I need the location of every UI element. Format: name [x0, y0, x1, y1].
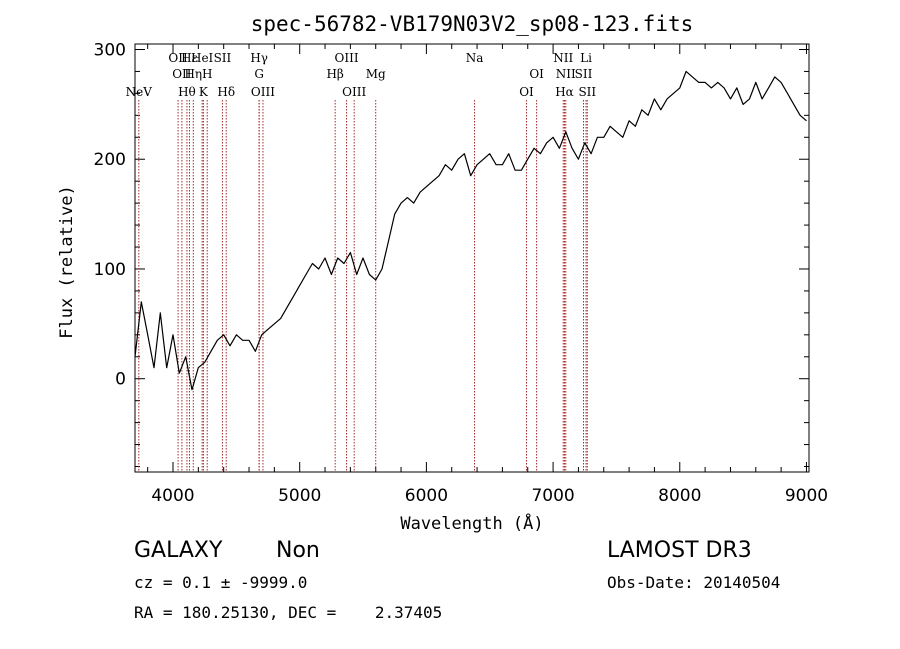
y-tick-label: 100 — [94, 260, 126, 280]
x-tick-label: 7000 — [531, 486, 574, 506]
spectral-line-label: K — [199, 85, 209, 99]
x-tick-label: 5000 — [278, 486, 321, 506]
spectral-line-label: NII — [556, 67, 576, 81]
spectral-line-label: H — [202, 67, 212, 81]
y-axis-ticks: 0 100 200 300 — [94, 40, 809, 468]
x-axis-label: Wavelength (Å) — [400, 512, 543, 534]
chart-title: spec-56782-VB179N03V2_sp08-123.fits — [251, 12, 694, 36]
spectral-line-label: OI — [529, 67, 544, 81]
plot-border — [134, 43, 810, 473]
plot-frame — [134, 43, 810, 473]
y-axis-label: Flux (relative) — [57, 185, 77, 339]
spectral-line-label: OII — [168, 51, 188, 65]
spectral-line-label: Mg — [366, 67, 386, 81]
spectral-line-label: SII — [214, 51, 232, 65]
spectrum-line — [134, 70, 807, 391]
spectral-line-label: Hε — [181, 51, 198, 65]
y-tick-label: 200 — [94, 150, 126, 170]
spectral-line-label: Hγ — [250, 51, 268, 65]
object-class: GALAXY — [134, 538, 223, 563]
spectral-line-label: OIII — [335, 51, 359, 65]
spectral-line-markers: NeVOIIOIIHθHεHηHeIKHSIIHδHγGOIIIOIIIHβOI… — [126, 51, 596, 472]
spectral-line-label: Hδ — [217, 85, 235, 99]
spectral-line-label: Na — [466, 51, 484, 65]
obs-date-text: Obs-Date: 20140504 — [607, 573, 781, 592]
spectral-line-label: NII — [553, 51, 573, 65]
coordinates-text: RA = 180.25130, DEC = 2.37405 — [134, 603, 443, 622]
spectral-line-label: Li — [580, 51, 592, 65]
spectral-line-label: Hθ — [178, 85, 196, 99]
spectral-line-label: HeI — [191, 51, 214, 65]
x-tick-label: 4000 — [151, 486, 194, 506]
object-subclass: Non — [276, 538, 320, 563]
x-tick-label: 6000 — [405, 486, 448, 506]
redshift-text: cz = 0.1 ± -9999.0 — [134, 573, 308, 592]
x-axis-ticks: 4000 5000 6000 7000 8000 9000 — [147, 44, 828, 506]
spectral-line-label: OIII — [251, 85, 275, 99]
x-tick-label: 8000 — [658, 486, 701, 506]
y-tick-label: 300 — [94, 40, 126, 60]
spectral-line-label: Hη — [184, 67, 202, 81]
y-tick-label: 0 — [115, 370, 126, 390]
x-tick-label: 9000 — [785, 486, 828, 506]
spectral-line-label: SII — [575, 67, 593, 81]
spectral-line-label: SII — [578, 85, 596, 99]
survey-name: LAMOST DR3 — [607, 538, 752, 563]
spectral-line-label: OI — [519, 85, 534, 99]
spectral-line-label: NeV — [126, 85, 153, 99]
spectral-line-label: Hβ — [326, 67, 343, 81]
spectral-line-label: G — [254, 67, 264, 81]
spectral-line-label: OII — [172, 67, 192, 81]
spectral-line-label: OIII — [342, 85, 366, 99]
spectrum-series — [134, 70, 807, 391]
spectral-line-label: Hα — [555, 85, 574, 99]
